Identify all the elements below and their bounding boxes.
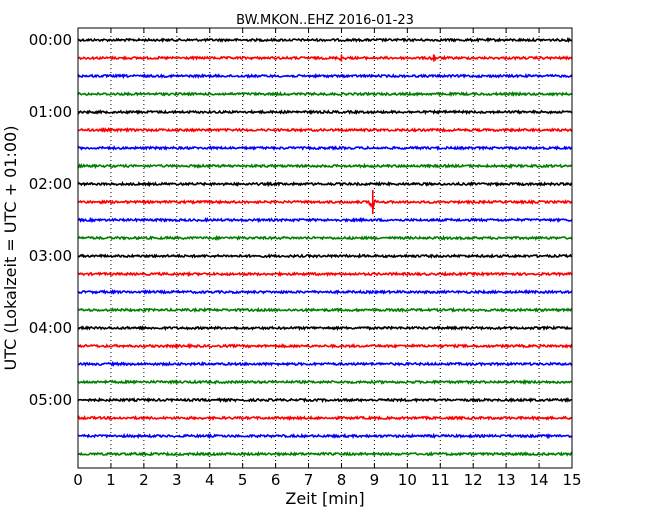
y-tick-label: 04:00 bbox=[29, 319, 72, 337]
y-tick-label: 05:00 bbox=[29, 391, 72, 409]
x-tick-label: 6 bbox=[271, 471, 281, 489]
x-tick-label: 10 bbox=[398, 471, 417, 489]
chart-title: BW.MKON..EHZ 2016-01-23 bbox=[236, 13, 414, 28]
trace-line bbox=[77, 36, 573, 44]
traces bbox=[77, 36, 573, 458]
trace-line bbox=[77, 450, 573, 458]
x-tick-label: 7 bbox=[304, 471, 314, 489]
x-tick-label: 1 bbox=[106, 471, 116, 489]
x-tick-label: 2 bbox=[139, 471, 149, 489]
trace-line bbox=[77, 234, 573, 242]
trace-line bbox=[77, 216, 573, 224]
x-tick-label: 8 bbox=[337, 471, 347, 489]
trace-line bbox=[77, 342, 573, 350]
trace-line bbox=[77, 126, 573, 133]
axis-ticks bbox=[77, 28, 573, 468]
trace-line bbox=[77, 325, 573, 332]
trace-line bbox=[77, 432, 573, 440]
trace-line bbox=[77, 90, 573, 98]
x-tick-label: 11 bbox=[431, 471, 450, 489]
y-tick-label: 00:00 bbox=[29, 31, 72, 49]
grid-lines bbox=[110, 28, 540, 468]
x-tick-label: 0 bbox=[73, 471, 83, 489]
x-tick-label: 4 bbox=[205, 471, 215, 489]
y-axis-label: UTC (Lokalzeit = UTC + 01:00) bbox=[1, 126, 20, 371]
tick-labels: 0 1 2 3 4 5 6 7 8 9 10 11 12 13 14 1500:0001:0002:0003:… bbox=[29, 31, 582, 489]
trace-line bbox=[77, 288, 573, 295]
x-tick-label: 13 bbox=[497, 471, 516, 489]
trace-line bbox=[77, 162, 573, 170]
trace-line bbox=[77, 378, 573, 386]
plot-frame bbox=[77, 27, 573, 469]
x-tick-label: 3 bbox=[172, 471, 182, 489]
trace-line bbox=[77, 180, 573, 188]
trace-line bbox=[77, 306, 573, 313]
trace-line bbox=[77, 415, 573, 422]
trace-line bbox=[77, 54, 573, 62]
x-tick-label: 12 bbox=[464, 471, 483, 489]
trace-line bbox=[77, 270, 573, 278]
x-tick-label: 5 bbox=[238, 471, 248, 489]
trace-line bbox=[77, 72, 573, 80]
trace-line bbox=[77, 396, 573, 404]
x-axis-label: Zeit [min] bbox=[285, 489, 364, 508]
x-tick-label: 14 bbox=[530, 471, 549, 489]
x-tick-label: 15 bbox=[562, 471, 581, 489]
y-tick-label: 03:00 bbox=[29, 247, 72, 265]
trace-line bbox=[77, 109, 573, 116]
x-tick-label: 9 bbox=[370, 471, 380, 489]
y-tick-label: 02:00 bbox=[29, 175, 72, 193]
trace-line bbox=[77, 252, 573, 259]
trace-line bbox=[77, 360, 573, 367]
trace-line bbox=[77, 145, 573, 152]
y-tick-label: 01:00 bbox=[29, 103, 72, 121]
trace-line bbox=[77, 198, 573, 210]
